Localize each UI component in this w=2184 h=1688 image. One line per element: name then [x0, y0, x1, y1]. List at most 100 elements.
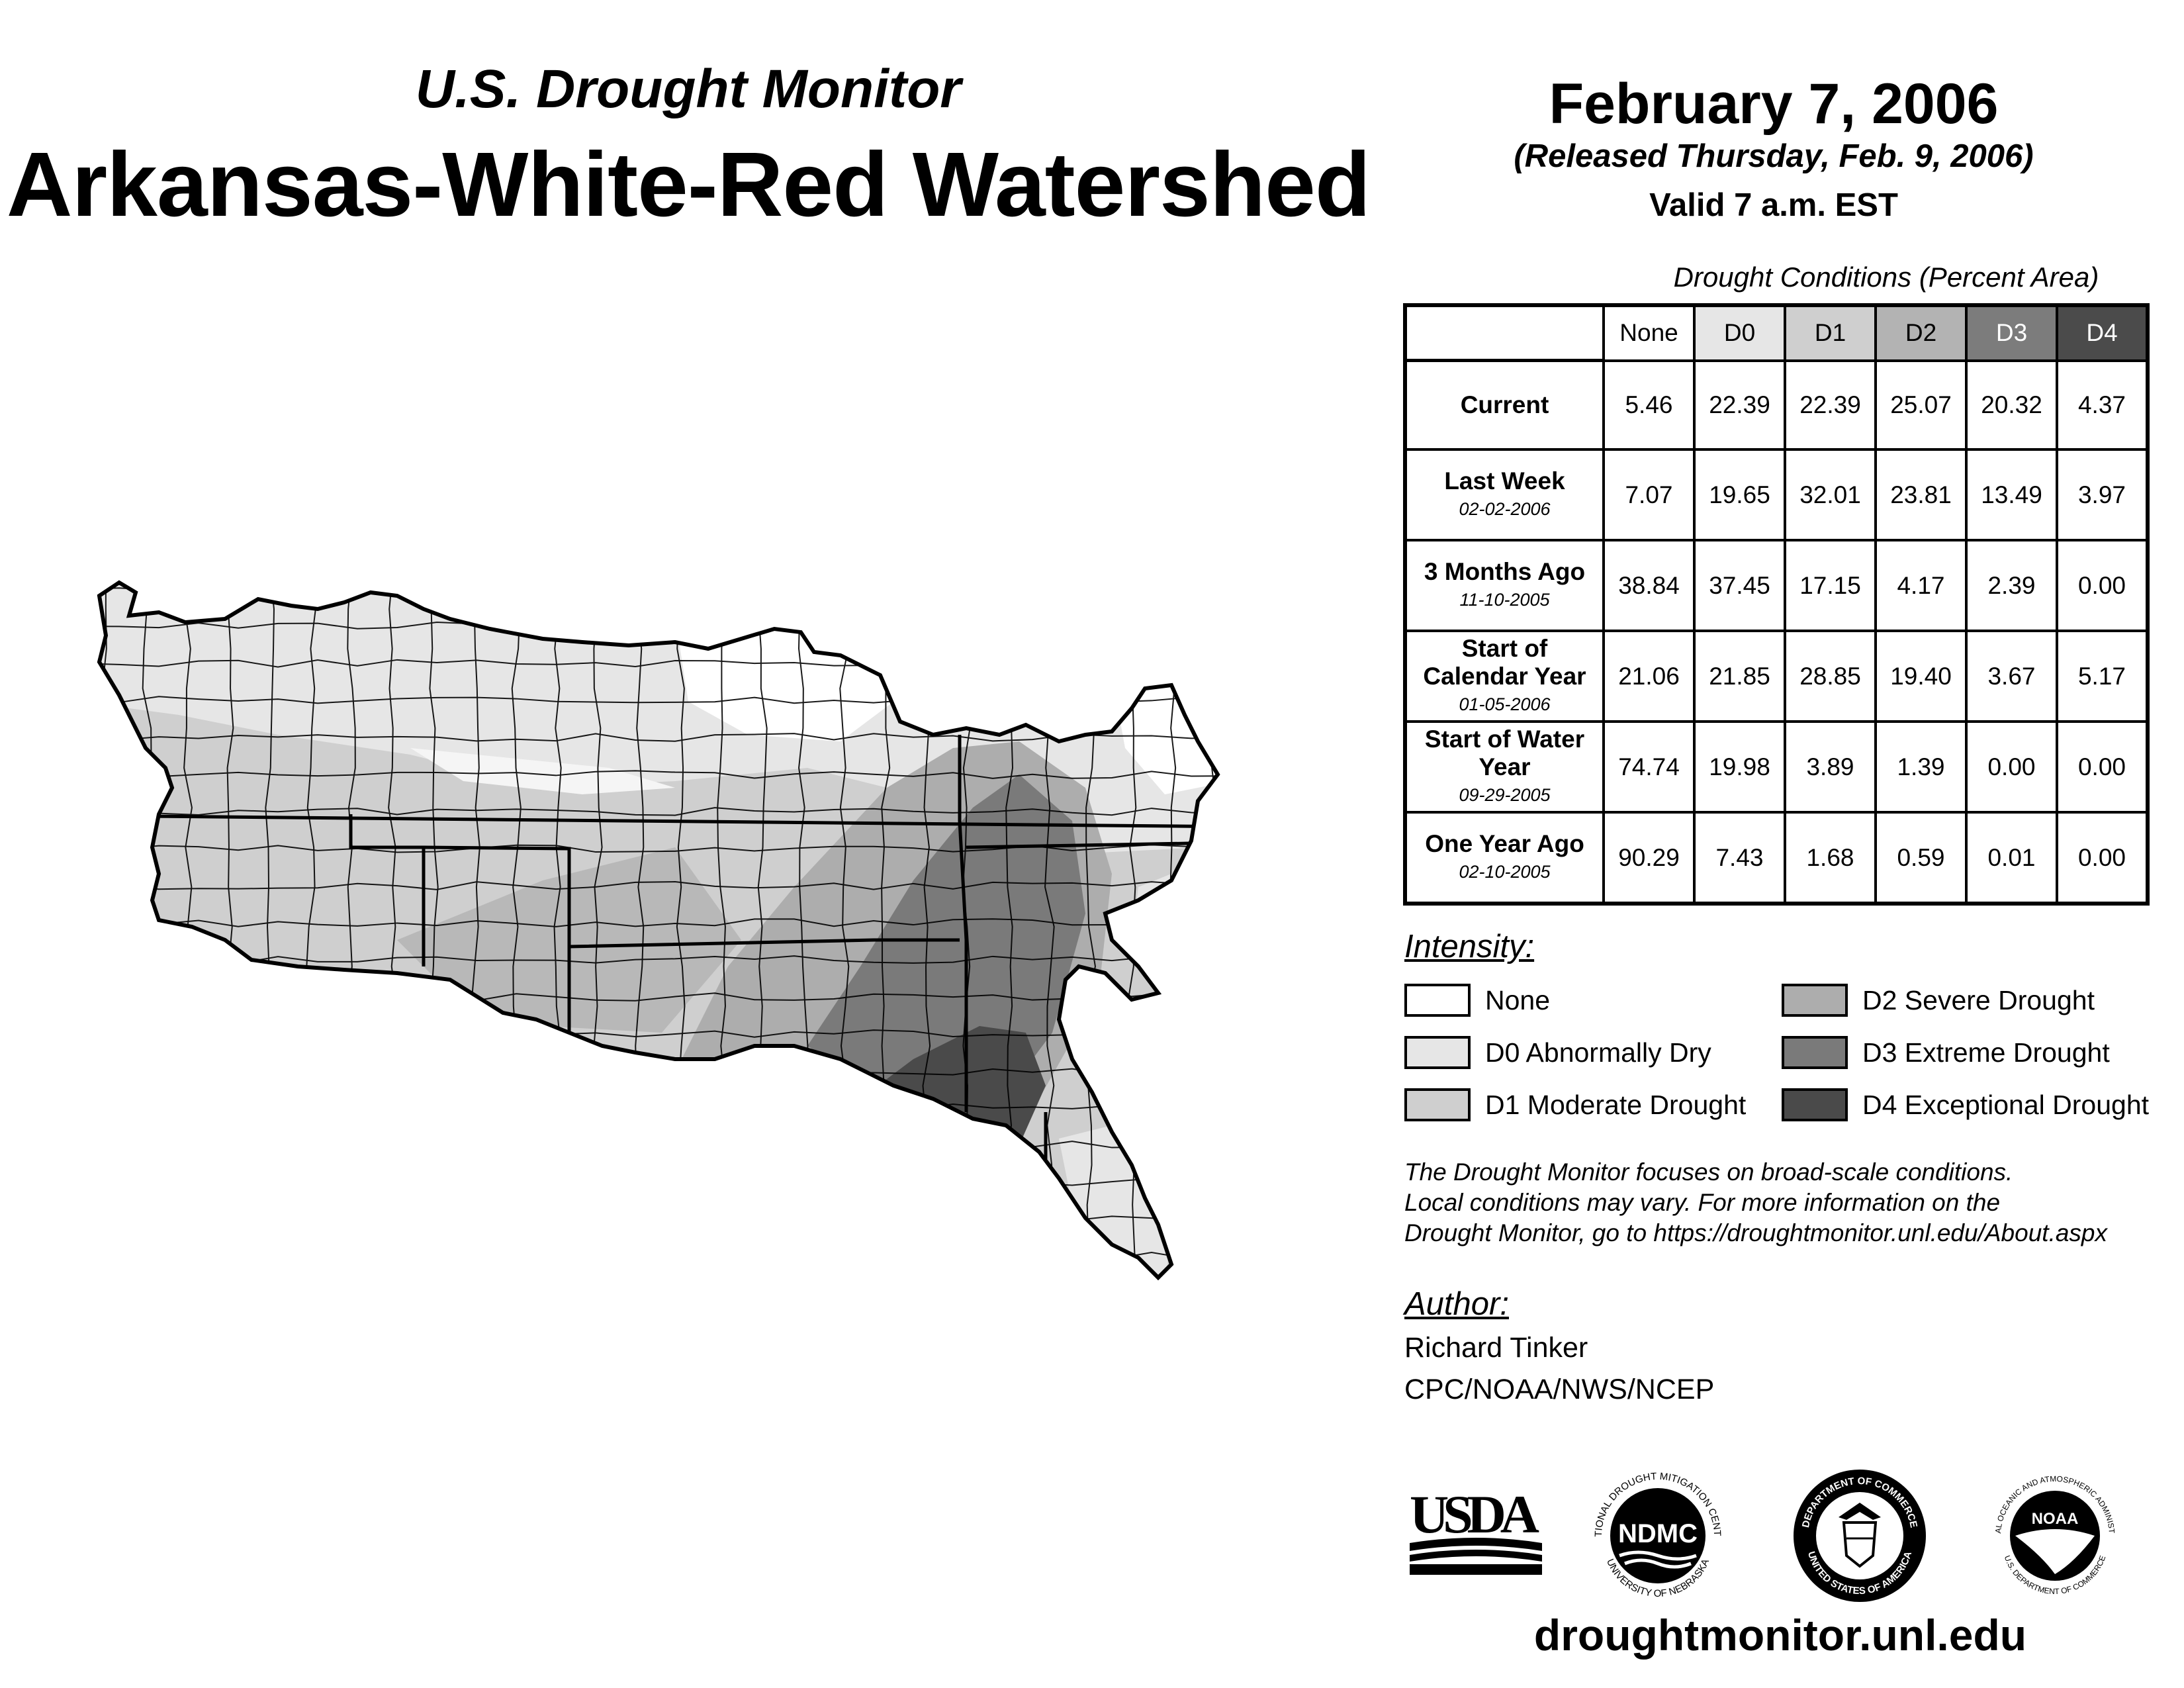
table-row: One Year Ago 02-10-2005 90.29 7.43 1.68 0.59 0… [1404, 811, 2149, 905]
value-cell-d0: 19.98 [1693, 720, 1786, 814]
row-label: Current [1460, 391, 1549, 418]
row-label-cell: 3 Months Ago 11-10-2005 [1404, 539, 1605, 632]
row-label-cell: Start of Calendar Year 01-05-2006 [1404, 630, 1605, 723]
row-date: 02-02-2006 [1459, 498, 1551, 519]
legend-item: D4 Exceptional Drought [1782, 1087, 2149, 1123]
column-header-d4: D4 [2056, 304, 2149, 362]
valid-time: Valid 7 a.m. EST [1649, 187, 1898, 223]
table-header-row: None D0 D1 D2 D3 D4 [1405, 304, 2149, 362]
column-header-d3: D3 [1965, 304, 2058, 362]
legend-label: D4 Exceptional Drought [1862, 1089, 2150, 1120]
eagle-icon [1839, 1503, 1881, 1520]
value-cell-d2: 0.59 [1874, 811, 1968, 905]
row-label: Start of Calendar Year [1423, 634, 1586, 690]
table-corner [1405, 305, 1604, 362]
map-title: Arkansas-White-Red Watershed [6, 134, 1371, 236]
value-cell-d1: 32.01 [1784, 448, 1877, 541]
row-date: 01-05-2006 [1459, 694, 1551, 714]
website-url[interactable]: droughtmonitor.unl.edu [1533, 1611, 2027, 1660]
watershed-drought-map [79, 569, 1337, 1350]
map-subtitle: U.S. Drought Monitor [415, 59, 962, 119]
value-cell-d2: 23.81 [1874, 448, 1968, 541]
value-cell-d0: 22.39 [1693, 359, 1786, 451]
table-row: Last Week 02-02-2006 7.07 19.65 32.01 23.81 13… [1404, 448, 2149, 541]
value-cell-d3: 13.49 [1965, 448, 2058, 541]
row-label-cell: One Year Ago 02-10-2005 [1404, 811, 1605, 905]
row-label: Last Week [1444, 467, 1565, 494]
value-cell-d2: 25.07 [1874, 359, 1968, 451]
drought-conditions-table: None D0 D1 D2 D3 D4 Current 5.46 22.39 22.3… [1403, 303, 2150, 906]
row-date: 02-10-2005 [1459, 861, 1551, 882]
value-cell-d4: 0.00 [2056, 720, 2149, 814]
legend-item: None [1404, 982, 1550, 1018]
disclaimer-note: The Drought Monitor focuses on broad-sca… [1404, 1157, 2172, 1248]
legend-swatch [1404, 1088, 1471, 1121]
noaa-logo: NATIONAL OCEANIC AND ATMOSPHERIC ADMINIS… [1976, 1456, 2116, 1596]
value-cell-d4: 0.00 [2056, 811, 2149, 905]
note-line-3: Drought Monitor, go to https://droughtmo… [1404, 1219, 2107, 1246]
ndmc-logo-text: NDMC [1618, 1519, 1698, 1548]
value-cell-none: 90.29 [1602, 811, 1696, 905]
legend-swatch [1404, 1036, 1471, 1069]
table-row: Current 5.46 22.39 22.39 25.07 20.32 4.37 [1404, 359, 2149, 451]
release-date: (Released Thursday, Feb. 9, 2006) [1514, 138, 2034, 174]
value-cell-d2: 4.17 [1874, 539, 1968, 632]
column-header-d0: D0 [1693, 304, 1786, 362]
value-cell-d1: 17.15 [1784, 539, 1877, 632]
table-row: Start of Water Year 09-29-2005 74.74 19.98 3… [1404, 720, 2149, 814]
column-header-d2: D2 [1874, 304, 1968, 362]
value-cell-d1: 3.89 [1784, 720, 1877, 814]
value-cell-none: 38.84 [1602, 539, 1696, 632]
ndmc-logo: NATIONAL DROUGHT MITIGATION CENTER UNIVE… [1578, 1456, 1723, 1599]
value-cell-none: 7.07 [1602, 448, 1696, 541]
value-cell-d3: 2.39 [1965, 539, 2058, 632]
legend-item: D0 Abnormally Dry [1404, 1035, 1711, 1070]
legend-title: Intensity: [1404, 929, 1535, 964]
row-label-cell: Last Week 02-02-2006 [1404, 448, 1605, 541]
row-label: 3 Months Ago [1424, 557, 1586, 585]
value-cell-d4: 4.37 [2056, 359, 2149, 451]
value-cell-d2: 19.40 [1874, 630, 1968, 723]
value-cell-d4: 0.00 [2056, 539, 2149, 632]
value-cell-d3: 3.67 [1965, 630, 2058, 723]
shield-icon [1842, 1521, 1878, 1568]
legend-swatch [1404, 984, 1471, 1017]
row-label: Start of Water Year [1424, 725, 1585, 780]
legend-swatch [1782, 984, 1848, 1017]
row-date: 09-29-2005 [1459, 784, 1551, 805]
value-cell-none: 21.06 [1602, 630, 1696, 723]
author-heading: Author: [1404, 1286, 1509, 1322]
map-date: February 7, 2006 [1549, 72, 1999, 136]
column-header-d1: D1 [1784, 304, 1877, 362]
legend-label: D1 Moderate Drought [1485, 1089, 1747, 1120]
legend-label: D2 Severe Drought [1862, 984, 2095, 1015]
value-cell-d0: 19.65 [1693, 448, 1786, 541]
value-cell-none: 74.74 [1602, 720, 1696, 814]
value-cell-d0: 37.45 [1693, 539, 1786, 632]
noaa-logo-text: NOAA [2032, 1510, 2079, 1528]
row-label: One Year Ago [1425, 829, 1584, 857]
value-cell-d1: 1.68 [1784, 811, 1877, 905]
author-organization: CPC/NOAA/NWS/NCEP [1404, 1374, 1715, 1405]
legend-label: D0 Abnormally Dry [1485, 1037, 1711, 1068]
value-cell-d3: 20.32 [1965, 359, 2058, 451]
value-cell-d0: 7.43 [1693, 811, 1786, 905]
table-caption: Drought Conditions (Percent Area) [1673, 261, 2099, 293]
legend-label: None [1485, 984, 1551, 1015]
legend-item: D3 Extreme Drought [1782, 1035, 2110, 1070]
value-cell-d4: 3.97 [2056, 448, 2149, 541]
value-cell-d3: 0.00 [1965, 720, 2058, 814]
value-cell-none: 5.46 [1602, 359, 1696, 451]
note-line-1: The Drought Monitor focuses on broad-sca… [1404, 1158, 2013, 1186]
author-name: Richard Tinker [1404, 1332, 1588, 1364]
legend-swatch [1782, 1036, 1848, 1069]
row-label-cell: Current [1404, 359, 1605, 451]
row-label-cell: Start of Water Year 09-29-2005 [1404, 720, 1605, 814]
usda-logo-text: USDA [1410, 1484, 1539, 1544]
note-line-2: Local conditions may vary. For more info… [1404, 1189, 2001, 1216]
table-row: 3 Months Ago 11-10-2005 38.84 37.45 17.15 4.1… [1404, 539, 2149, 632]
value-cell-d4: 5.17 [2056, 630, 2149, 723]
column-header-none: None [1602, 304, 1696, 362]
usda-logo: USDA [1410, 1484, 1542, 1575]
value-cell-d0: 21.85 [1693, 630, 1786, 723]
